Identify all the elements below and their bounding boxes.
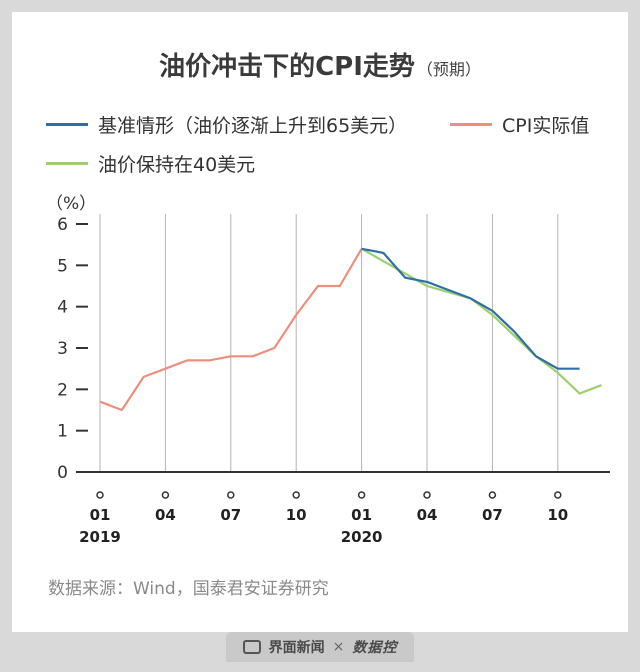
series-line-1 [99,248,363,412]
series-line-0 [361,247,580,370]
x-tick-label-2020-04: 04 [417,506,438,524]
legend-label-actual: CPI实际值 [502,114,590,137]
chart-card: 油价冲击下的CPI走势 （预期） 基准情形（油价逐渐上升到65美元） CPI实际值… [12,12,628,632]
x-tick-label-2019-01: 01 [90,506,111,524]
x-tick-marker-2019-01 [96,491,104,499]
y-tick-label-1: 1 [57,422,68,442]
x-tick-label-2019-10: 10 [286,506,307,524]
x-tick-marker-2020-01 [357,491,366,499]
legend-item-oil40: 油价保持在40美元 [46,151,256,176]
legend-swatch-baseline [46,122,88,126]
subtitle-text: （预期） [416,60,481,79]
jiemian-logo-icon [242,640,261,654]
y-tick-label-2: 2 [57,380,68,400]
x-tick-marker-2020-07 [488,491,497,499]
x-tick-label-2019-07: 07 [220,506,241,524]
x-tick-label-2020-07: 07 [482,506,503,524]
y-tick-label-6: 6 [57,215,68,235]
chart-title: 油价冲击下的CPI走势 （预期） [12,46,628,83]
x-tick-label-2020-01: 01 [351,506,372,524]
y-unit-label: （%） [46,194,96,214]
y-tick-label-0: 0 [57,463,68,483]
legend-item-baseline: 基准情形（油价逐渐上升到65美元） [46,112,408,137]
footer-brand-bar: 界面新闻 × 数据控 [226,632,414,662]
footer-times: × [332,639,345,655]
legend-swatch-oil40 [46,161,88,165]
x-year-label-2020: 2020 [341,528,383,546]
footer-brand2: 数据控 [352,640,398,656]
y-tick-label-3: 3 [57,339,68,359]
legend-label-oil40: 油价保持在40美元 [98,153,256,176]
legend-swatch-actual [450,122,492,126]
x-tick-marker-2019-07 [227,491,235,499]
legend-item-actual: CPI实际值 [450,112,590,137]
series-line-2 [361,247,602,395]
x-year-label-2019: 2019 [79,528,121,546]
title-text: 油价冲击下的CPI走势 [159,52,415,82]
y-tick-label-4: 4 [57,298,68,318]
x-tick-label-2020-10: 10 [547,506,568,524]
footer-brand: 界面新闻 [268,640,325,656]
y-tick-label-5: 5 [57,256,68,276]
x-tick-marker-2019-10 [292,491,300,499]
x-tick-marker-2020-10 [554,491,562,499]
x-tick-marker-2020-04 [423,491,431,499]
x-tick-marker-2019-04 [161,491,170,499]
legend-label-baseline: 基准情形（油价逐渐上升到65美元） [98,114,408,137]
x-tick-label-2019-04: 04 [155,506,176,524]
source-note: 数据来源：Wind，国泰君安证券研究 [48,579,329,599]
